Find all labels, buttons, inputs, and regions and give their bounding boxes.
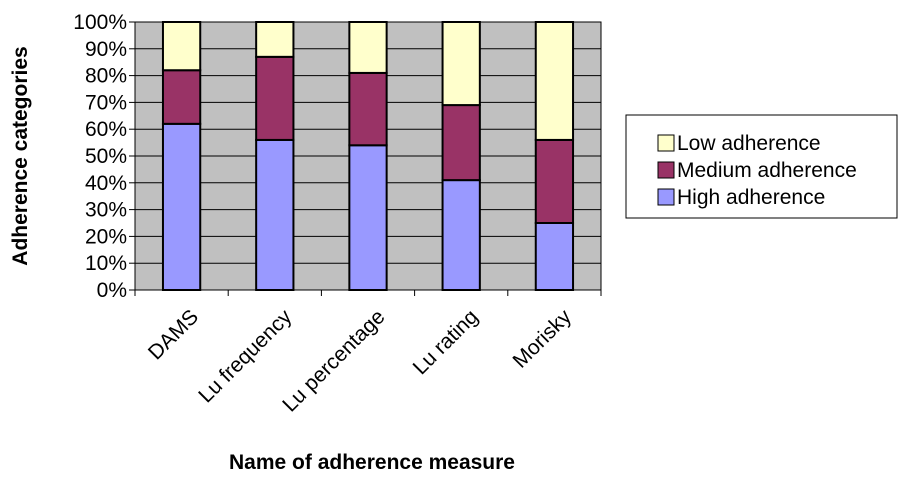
legend: Low adherence Medium adherence High adhere…	[625, 114, 898, 219]
legend-label: High adherence	[677, 186, 825, 209]
legend-swatch	[657, 188, 675, 206]
x-tick-label: DAMS	[144, 305, 203, 364]
bar-segment	[534, 138, 575, 224]
y-tick-label: 100%	[73, 11, 127, 34]
y-axis-title: Adherence categories	[9, 46, 32, 265]
legend-label: Medium adherence	[677, 159, 857, 182]
y-tick-label: 80%	[85, 65, 127, 88]
bar-segment	[161, 21, 202, 72]
y-tick-label: 60%	[85, 118, 127, 141]
bar-segment	[161, 69, 202, 125]
bar-segment	[348, 21, 388, 74]
bar-segment	[441, 104, 481, 182]
axes	[129, 21, 602, 296]
bars	[161, 21, 575, 291]
x-axis-title: Name of adherence measure	[229, 451, 515, 474]
legend-swatch	[657, 134, 675, 152]
bar-segment	[255, 55, 295, 141]
x-tick-label: Lu frequency	[194, 305, 296, 407]
x-tick-label: Lu rating	[409, 305, 483, 379]
y-tick-label: 50%	[85, 145, 127, 168]
bar-segment	[348, 71, 388, 147]
bar-segment	[255, 21, 295, 58]
y-tick-label: 70%	[85, 91, 127, 114]
legend-label: Low adherence	[677, 132, 821, 155]
x-tick-label: Morisky	[509, 305, 577, 373]
y-tick-label: 0%	[97, 279, 127, 302]
bar-segment	[534, 222, 575, 291]
y-tick-label: 10%	[85, 252, 127, 275]
bar-segment	[441, 179, 481, 291]
y-tick-label: 30%	[85, 199, 127, 222]
bar-segment	[255, 138, 295, 291]
y-tick-labels: 0% 10% 20% 30% 40% 50% 60% 70% 80% 90% 100%	[73, 11, 127, 302]
y-tick-label: 90%	[85, 38, 127, 61]
legend-swatch	[657, 161, 675, 179]
y-tick-label: 20%	[85, 225, 127, 248]
bar-segment	[534, 21, 575, 141]
bar-segment	[161, 122, 202, 291]
bar-segment	[348, 144, 388, 291]
y-tick-label: 40%	[85, 172, 127, 195]
bar-segment	[441, 21, 481, 107]
